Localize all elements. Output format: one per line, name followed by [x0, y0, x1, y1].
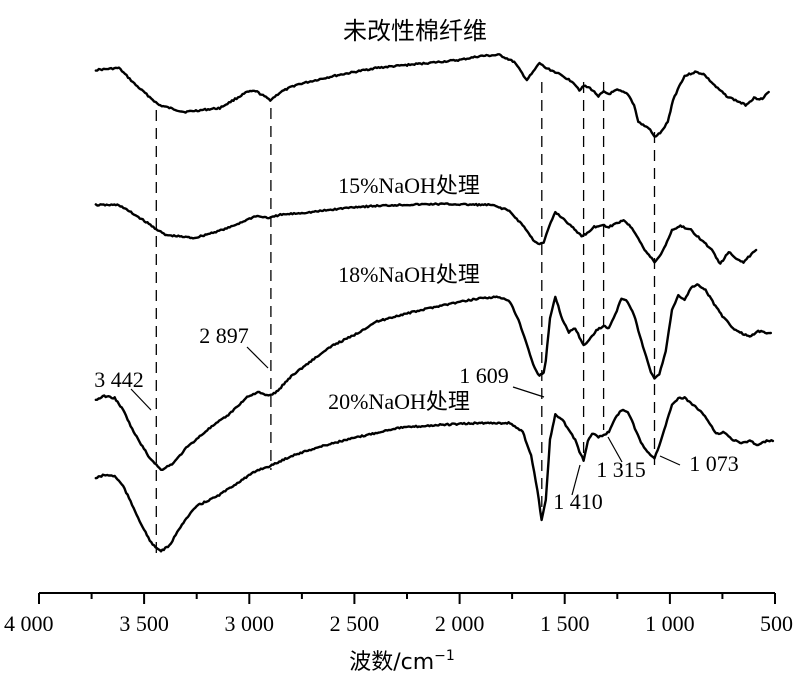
- spectrum-curve-untreated: [94, 53, 770, 138]
- peak-label: 1 073: [689, 451, 739, 476]
- peak-leader-lines: [130, 346, 681, 496]
- x-axis-tick-label: 2 000: [435, 611, 485, 636]
- peak-label: 1 410: [553, 489, 603, 514]
- peak-leader-line: [130, 388, 152, 411]
- x-axis-label-superscript: −1: [434, 648, 455, 664]
- peak-leader-line: [659, 455, 681, 466]
- spectrum-curve-naoh20: [94, 396, 775, 553]
- peak-leader-line: [571, 464, 581, 496]
- x-axis-ticks: 4 000 3 500 3 000 2 500 2 000 1 500 1 000 500: [4, 593, 793, 636]
- spectra-curves: [94, 53, 775, 553]
- x-axis-tick-label: 2 500: [330, 611, 380, 636]
- series-label-naoh15: 15%NaOH处理: [338, 173, 480, 198]
- peak-leader-line: [512, 386, 545, 398]
- x-axis-tick-label: 500: [760, 611, 793, 636]
- peak-label: 3 442: [94, 367, 144, 392]
- x-axis-label-text: 波数/cm: [349, 650, 434, 675]
- x-axis-tick-label: 3 500: [119, 611, 169, 636]
- series-labels: 未改性棉纤维 15%NaOH处理 18%NaOH处理 20%NaOH处理: [328, 17, 487, 414]
- x-axis-tick-label: 1 500: [540, 611, 590, 636]
- peak-label: 1 315: [596, 457, 646, 482]
- series-label-naoh18: 18%NaOH处理: [338, 262, 480, 287]
- x-axis-tick-label: 4 000: [4, 611, 54, 636]
- peak-leader-line: [607, 436, 623, 463]
- peak-label: 2 897: [199, 323, 249, 348]
- series-label-untreated: 未改性棉纤维: [343, 17, 487, 45]
- x-axis-tick-label: 1 000: [645, 611, 695, 636]
- series-label-naoh20: 20%NaOH处理: [328, 389, 470, 414]
- peak-guide-lines: [155, 82, 656, 555]
- peak-leader-line: [246, 346, 269, 369]
- spectrum-curve-naoh15: [94, 202, 758, 265]
- peak-label: 1 609: [459, 363, 509, 388]
- spectrum-curve-naoh18: [94, 283, 772, 471]
- x-axis-label: 波数/cm−1: [349, 648, 455, 675]
- x-axis-tick-label: 3 000: [225, 611, 275, 636]
- peak-labels: 3 442 2 897 1 609 1 410 1 315 1 073: [94, 323, 739, 514]
